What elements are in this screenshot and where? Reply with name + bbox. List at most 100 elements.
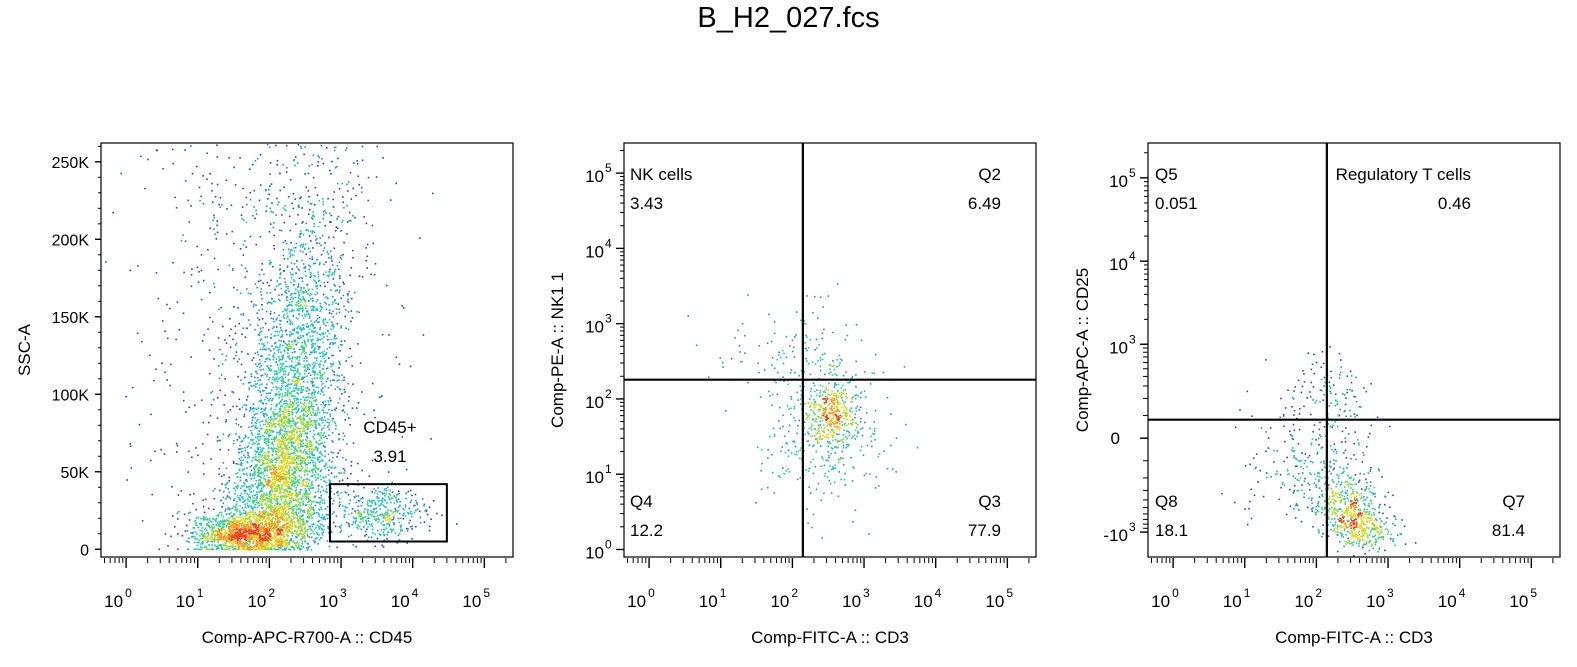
data-point [290,249,292,251]
data-point [266,414,268,416]
data-point [248,540,251,543]
data-point [260,468,262,470]
data-point [286,305,288,307]
data-point [194,536,196,538]
data-point [291,305,293,307]
data-point [307,548,309,550]
data-point [280,320,282,322]
data-point [329,397,332,400]
data-point [305,426,308,428]
data-point [225,536,227,539]
data-point [291,383,293,385]
data-point [245,528,247,530]
data-point [295,431,298,433]
data-point [259,500,261,502]
data-point [327,274,329,277]
data-point [305,396,307,399]
data-point [273,465,275,467]
data-point [254,376,256,379]
data-point [240,524,243,527]
data-point [281,365,283,368]
data-point [258,459,261,462]
data-point [260,533,262,535]
data-point [256,493,258,495]
data-point [255,465,258,468]
data-point [331,409,333,411]
data-point [264,457,266,460]
data-point [305,415,307,417]
data-point [262,459,264,462]
data-point [325,513,328,516]
data-point [244,543,246,546]
data-point [256,535,258,538]
data-point [315,351,318,353]
data-point [240,537,243,540]
data-point [288,290,290,292]
data-point [262,390,264,392]
data-point [271,506,274,508]
data-point [278,331,281,333]
data-point [314,414,317,416]
data-point [254,526,257,529]
data-point [309,528,311,530]
data-point [319,326,322,329]
data-point [322,332,324,335]
data-point [302,546,305,548]
data-point [318,509,321,511]
data-point [261,427,263,430]
data-point [258,433,261,436]
data-point [310,515,312,518]
data-point [254,464,257,466]
data-point [299,547,301,550]
data-point [225,524,228,527]
data-point [276,317,278,320]
data-point [197,526,200,529]
data-point [332,456,334,459]
data-point [279,427,282,429]
data-point [297,542,300,545]
data-point [291,340,293,343]
data-point [306,283,309,286]
data-point [282,377,285,380]
data-point [309,364,311,367]
data-point [295,408,297,410]
data-point [264,451,266,454]
data-point [235,432,237,435]
data-point [196,541,199,544]
data-point [331,303,334,306]
data-point [212,531,215,534]
data-point [230,521,233,524]
data-point [272,423,275,426]
data-point [199,548,201,551]
data-point [206,518,208,521]
data-point [271,517,274,519]
data-point [246,395,249,398]
data-point [280,443,282,446]
data-point [256,491,258,493]
data-point [298,503,300,506]
data-point [346,413,349,416]
data-point [310,393,313,395]
data-point [256,487,259,489]
data-point [291,456,294,459]
data-point [191,536,193,538]
data-point [277,498,279,501]
data-point [241,516,243,518]
data-point [277,486,279,488]
data-point [240,426,242,428]
data-point [343,435,346,437]
data-point [283,451,285,454]
data-point [298,516,301,518]
data-point [288,523,291,526]
data-point [282,368,284,371]
data-point [323,394,325,396]
data-point [340,340,343,343]
data-point [277,483,280,486]
data-point [300,304,303,306]
data-point [266,513,269,515]
data-point [227,508,229,510]
data-point [264,407,267,409]
data-point [336,456,338,458]
data-point [303,267,305,269]
data-point [247,526,250,528]
